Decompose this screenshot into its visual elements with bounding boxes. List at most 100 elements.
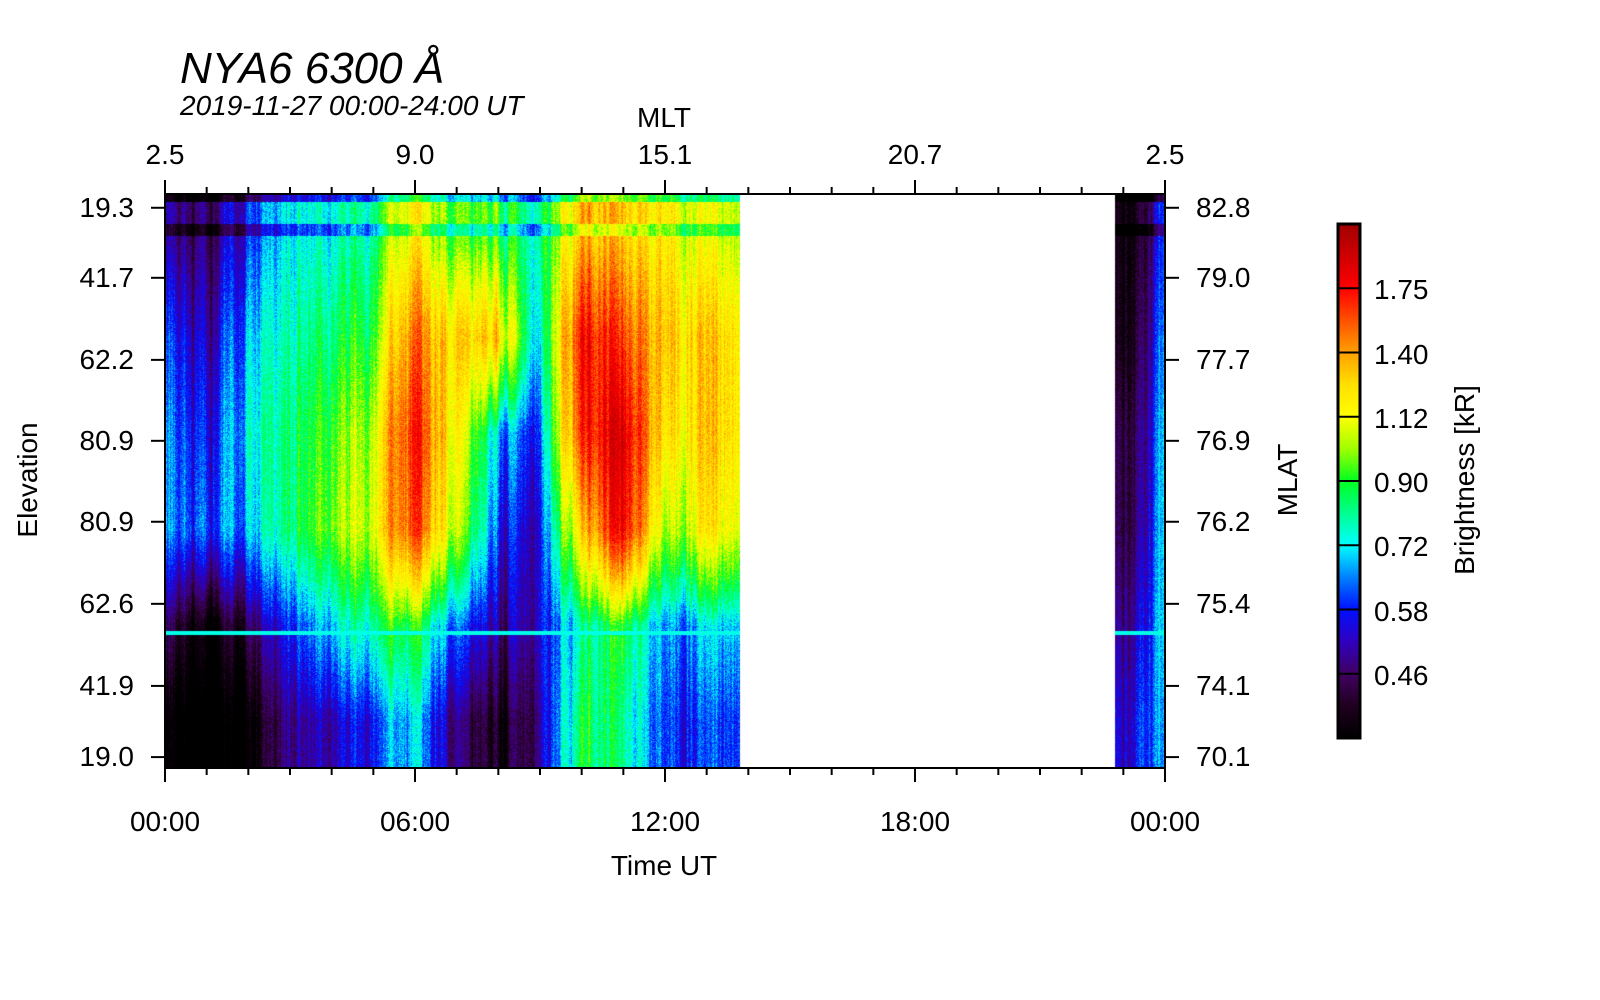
colorbar-swatch (1338, 233, 1360, 235)
colorbar-swatch (1338, 516, 1360, 518)
colorbar-swatch (1338, 414, 1360, 416)
colorbar-swatch (1338, 286, 1360, 288)
mlat-tick-label: 76.9 (1196, 424, 1251, 456)
colorbar-swatch (1338, 250, 1360, 252)
colorbar-swatch (1338, 549, 1360, 551)
colorbar-swatch (1338, 551, 1360, 553)
colorbar-swatch (1338, 541, 1360, 543)
colorbar-swatch (1338, 419, 1360, 421)
colorbar-swatch (1338, 471, 1360, 473)
colorbar-swatch (1338, 284, 1360, 286)
colorbar-swatch (1338, 333, 1360, 335)
colorbar-swatch (1338, 443, 1360, 445)
mlat-tick-label: 76.2 (1196, 505, 1251, 537)
colorbar-swatch (1338, 487, 1360, 489)
colorbar-swatch (1338, 692, 1360, 694)
colorbar-swatch (1338, 282, 1360, 284)
colorbar-swatch (1338, 445, 1360, 447)
colorbar-swatch (1338, 668, 1360, 670)
colorbar-swatch (1338, 507, 1360, 509)
colorbar-swatch (1338, 725, 1360, 727)
colorbar-swatch (1338, 646, 1360, 648)
colorbar-swatch (1338, 562, 1360, 564)
colorbar-swatch (1338, 373, 1360, 375)
colorbar-swatch (1338, 301, 1360, 303)
colorbar-swatch (1338, 722, 1360, 724)
colorbar-swatch (1338, 518, 1360, 520)
colorbar-swatch (1338, 610, 1360, 612)
colorbar-swatch (1338, 585, 1360, 587)
colorbar-swatch (1338, 733, 1360, 735)
colorbar-swatch (1338, 661, 1360, 663)
colorbar-swatch (1338, 467, 1360, 469)
colorbar-swatch (1338, 415, 1360, 417)
colorbar-swatch (1338, 517, 1360, 519)
colorbar-swatch (1338, 229, 1360, 231)
colorbar-swatch (1338, 398, 1360, 400)
colorbar-swatch (1338, 642, 1360, 644)
colorbar-swatch (1338, 667, 1360, 669)
colorbar-swatch (1338, 401, 1360, 403)
colorbar-swatch (1338, 235, 1360, 237)
colorbar-swatch (1338, 554, 1360, 556)
colorbar-swatch (1338, 572, 1360, 574)
colorbar-swatch (1338, 385, 1360, 387)
colorbar-swatch (1338, 236, 1360, 238)
colorbar-swatch (1338, 434, 1360, 436)
colorbar-swatch (1338, 663, 1360, 665)
colorbar-swatch (1338, 370, 1360, 372)
colorbar-swatch (1338, 683, 1360, 685)
colorbar-swatch (1338, 550, 1360, 552)
colorbar-tick-label: 0.58 (1374, 595, 1429, 627)
colorbar-swatch (1338, 495, 1360, 497)
colorbar-swatch (1338, 330, 1360, 332)
colorbar-swatch (1338, 418, 1360, 420)
colorbar-swatch (1338, 637, 1360, 639)
colorbar-swatch (1338, 426, 1360, 428)
colorbar-swatch (1338, 699, 1360, 701)
colorbar-swatch (1338, 486, 1360, 488)
colorbar-swatch (1338, 425, 1360, 427)
colorbar-swatch (1338, 353, 1360, 355)
colorbar-swatch (1338, 449, 1360, 451)
colorbar-swatch (1338, 715, 1360, 717)
colorbar-swatch (1338, 455, 1360, 457)
colorbar-swatch (1338, 325, 1360, 327)
colorbar-swatch (1338, 463, 1360, 465)
colorbar-swatch (1338, 600, 1360, 602)
colorbar-swatch (1338, 429, 1360, 431)
colorbar-swatch (1338, 729, 1360, 731)
colorbar-swatch (1338, 535, 1360, 537)
colorbar-swatch (1338, 660, 1360, 662)
colorbar-swatch (1338, 555, 1360, 557)
colorbar-swatch (1338, 720, 1360, 722)
colorbar-swatch (1338, 458, 1360, 460)
colorbar-swatch (1338, 294, 1360, 296)
colorbar-swatch (1338, 321, 1360, 323)
colorbar-swatch (1338, 479, 1360, 481)
colorbar-swatch (1338, 711, 1360, 713)
elevation-tick-label: 62.2 (79, 343, 135, 375)
colorbar-swatch (1338, 257, 1360, 259)
colorbar-swatch (1338, 538, 1360, 540)
colorbar-tick-label: 0.90 (1374, 467, 1429, 498)
colorbar-swatch (1338, 553, 1360, 555)
colorbar-swatch (1338, 228, 1360, 230)
colorbar-swatch (1338, 412, 1360, 414)
colorbar-swatch (1338, 270, 1360, 272)
colorbar-swatch (1338, 710, 1360, 712)
colorbar-swatch (1338, 577, 1360, 579)
keogram-heatmap (165, 194, 1165, 768)
colorbar-swatch (1338, 343, 1360, 345)
colorbar-swatch (1338, 277, 1360, 279)
colorbar-swatch (1338, 383, 1360, 385)
colorbar-swatch (1338, 314, 1360, 316)
colorbar-swatch (1338, 442, 1360, 444)
colorbar-swatch (1338, 515, 1360, 517)
colorbar-swatch (1338, 404, 1360, 406)
colorbar-swatch (1338, 225, 1360, 227)
colorbar-swatch (1338, 651, 1360, 653)
elevation-tick-label: 80.9 (79, 505, 135, 537)
colorbar-swatch (1338, 671, 1360, 673)
colorbar-swatch (1338, 702, 1360, 704)
